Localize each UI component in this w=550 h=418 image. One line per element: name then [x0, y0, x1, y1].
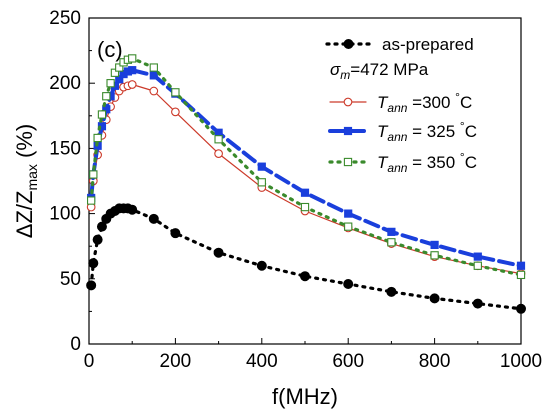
x-tick-label: 200	[160, 351, 192, 372]
data-point	[343, 279, 354, 290]
data-point	[110, 68, 120, 77]
data-point	[214, 149, 223, 158]
series-line-2	[90, 83, 522, 275]
data-point	[149, 86, 159, 96]
data-point	[171, 107, 180, 117]
y-tick-label: 0	[70, 334, 81, 355]
data-point	[516, 270, 526, 280]
data-point	[127, 80, 137, 89]
data-point	[344, 222, 353, 231]
x-tick-label: 1000	[500, 351, 542, 372]
y-tick-label: 250	[49, 8, 81, 29]
data-point	[102, 92, 111, 101]
legend-marker	[343, 97, 353, 107]
y-tick-label: 50	[60, 269, 81, 290]
y-tick-label: 100	[49, 204, 81, 225]
legend-marker	[343, 126, 353, 136]
data-point	[516, 261, 526, 270]
data-point	[106, 79, 115, 88]
data-point	[387, 227, 396, 236]
data-point	[257, 178, 266, 187]
data-point	[300, 202, 310, 212]
data-point	[429, 293, 440, 304]
data-point	[149, 71, 158, 80]
data-point	[430, 251, 439, 260]
data-point	[127, 204, 138, 215]
data-point	[516, 303, 526, 314]
series-line-1	[89, 206, 523, 311]
data-point	[387, 238, 396, 247]
x-tick-label: 0	[84, 351, 95, 372]
data-point	[86, 280, 97, 291]
legend-label-1: as-prepared	[382, 35, 474, 54]
data-point	[93, 133, 102, 143]
legend-marker	[343, 157, 353, 167]
data-point	[256, 260, 267, 271]
y-axis-title: ΔZ/Zmax (%)	[12, 124, 40, 238]
panel-label: (c)	[97, 37, 123, 62]
data-point	[213, 247, 224, 258]
data-point	[115, 75, 124, 84]
data-point	[115, 63, 124, 72]
y-tick-label: 150	[49, 138, 81, 159]
x-axis-title: f(MHz)	[272, 384, 338, 409]
legend-label-3: Tann = 325 °C	[377, 119, 477, 144]
data-point	[88, 258, 99, 269]
data-point	[430, 240, 439, 249]
legend-label-2: Tann =300 °C	[377, 90, 472, 115]
x-tick-label: 800	[419, 351, 451, 372]
data-point	[89, 170, 98, 179]
data-point	[473, 261, 482, 270]
x-tick-label: 400	[246, 351, 278, 372]
data-point	[171, 88, 180, 97]
data-point	[344, 209, 353, 218]
data-point	[128, 66, 137, 75]
data-point	[102, 105, 111, 114]
data-point	[300, 188, 310, 197]
data-point	[473, 252, 482, 261]
data-point	[149, 63, 158, 72]
data-point	[96, 221, 107, 232]
data-point	[87, 196, 96, 205]
data-point	[170, 228, 181, 239]
data-point	[97, 110, 107, 119]
data-point	[386, 286, 397, 297]
data-point	[300, 271, 310, 282]
legend-label-4: Tann = 350 °C	[377, 150, 477, 175]
x-tick-label: 600	[332, 351, 364, 372]
data-point	[214, 135, 223, 144]
data-point	[148, 213, 159, 224]
legend-marker	[343, 39, 354, 49]
data-point	[472, 298, 483, 309]
data-point	[257, 162, 266, 171]
legend-note: σm=472 MPa	[330, 60, 429, 82]
data-point	[92, 234, 103, 245]
y-tick-label: 200	[49, 73, 81, 94]
data-point	[128, 54, 137, 63]
